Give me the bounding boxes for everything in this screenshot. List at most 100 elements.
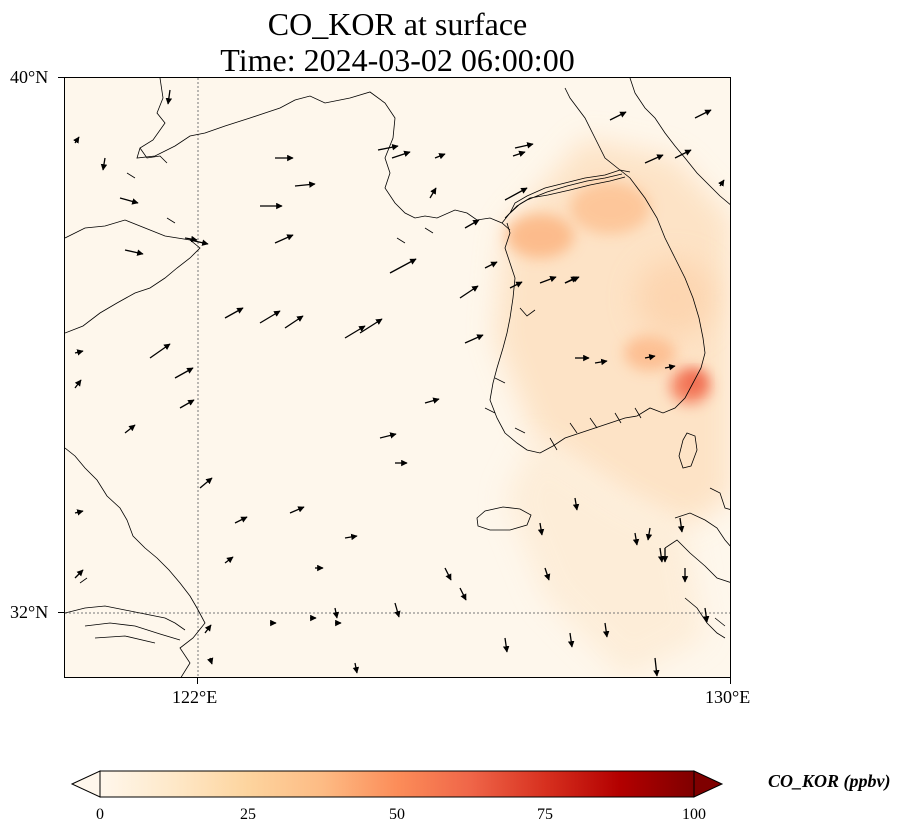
wind-arrow	[564, 276, 578, 284]
wind-arrow	[718, 179, 725, 187]
colorbar-tick-25: 25	[240, 806, 256, 823]
wind-arrow	[73, 136, 80, 144]
wind-arrow	[509, 281, 523, 289]
wind-arrow	[572, 497, 580, 511]
wind-arrow	[352, 662, 360, 674]
wind-arrow	[124, 249, 144, 256]
wind-arrow	[694, 109, 712, 119]
colorbar-gradient	[99, 770, 695, 798]
wind-arrow	[124, 424, 136, 434]
wind-arrow	[653, 657, 660, 677]
wind-arrow	[165, 89, 173, 105]
wind-arrow	[657, 547, 665, 563]
concentration-patch-east	[635, 258, 715, 338]
concentration-patch-busan-core	[685, 372, 705, 390]
colorbar-extend-max	[693, 770, 724, 798]
wind-arrow	[74, 509, 84, 516]
wind-arrow	[394, 602, 401, 618]
wind-arrow	[512, 150, 526, 157]
wind-arrow	[644, 154, 664, 164]
wind-arrow	[429, 187, 437, 199]
lon-label-130: 130°E	[705, 687, 751, 707]
wind-arrow	[344, 533, 358, 541]
co-concentration-field	[495, 138, 730, 677]
wind-arrow	[484, 261, 498, 269]
coastline-shandong	[65, 219, 201, 334]
wind-arrow	[379, 432, 397, 439]
wind-arrow	[537, 522, 545, 536]
wind-arrow	[294, 181, 316, 188]
colorbar-label: CO_KOR (ppbv)	[768, 771, 891, 791]
coastline-korea-east	[629, 78, 730, 205]
wind-arrow	[632, 532, 640, 546]
map-canvas	[65, 78, 730, 677]
wind-arrow	[424, 397, 440, 404]
wind-arrow	[224, 307, 244, 319]
wind-arrow	[677, 517, 685, 533]
coastline-korea-islands	[484, 307, 642, 451]
lon-label-122: 122°E	[172, 687, 218, 707]
wind-arrow	[459, 285, 479, 299]
wind-arrow	[544, 567, 551, 581]
wind-arrow	[289, 506, 305, 514]
wind-arrow	[644, 353, 656, 361]
colorbar-tick-0: 0	[96, 806, 104, 823]
colorbar	[70, 770, 724, 798]
coastline-north-korea-west	[501, 169, 631, 224]
coastline-liaodong	[136, 78, 511, 231]
wind-arrow	[74, 379, 82, 389]
map-title-line2: Time: 2024-03-02 06:00:00	[220, 42, 575, 78]
wind-arrow	[539, 276, 557, 284]
wind-arrow	[100, 157, 108, 171]
wind-arrow	[284, 315, 304, 329]
wind-arrow	[609, 111, 627, 121]
coastline-kyushu	[664, 487, 730, 639]
wind-arrow	[204, 624, 212, 634]
wind-arrow	[602, 622, 610, 638]
coastline-tsushima	[678, 432, 698, 469]
coastline-small-islands	[79, 172, 726, 627]
wind-arrow	[274, 234, 294, 244]
wind-arrow	[119, 197, 139, 205]
wind-arrow	[74, 569, 84, 579]
wind-arrow	[502, 637, 510, 653]
wind-arrow	[74, 349, 84, 356]
wind-arrow	[645, 527, 653, 541]
wind-arrow	[674, 149, 692, 159]
wind-arrow	[389, 258, 417, 274]
wind-arrow	[259, 310, 281, 324]
coastline-jeju	[476, 506, 532, 531]
lat-label-32: 32°N	[10, 602, 49, 622]
wind-arrow	[184, 235, 198, 243]
colorbar-tick-50: 50	[389, 806, 405, 823]
wind-arrow	[332, 607, 340, 619]
wind-arrow	[444, 567, 452, 581]
wind-arrow	[377, 143, 399, 151]
colorbar-tick-75: 75	[537, 806, 553, 823]
wind-arrow	[344, 325, 366, 339]
wind-arrow	[199, 477, 213, 489]
wind-arrow	[567, 632, 575, 648]
wind-arrow	[207, 657, 214, 665]
colorbar-extend-min	[70, 770, 101, 798]
lat-label-40: 40°N	[10, 67, 49, 87]
coastline-china-east	[65, 447, 206, 677]
concentration-patch-central	[624, 335, 676, 371]
coastlines	[65, 78, 730, 677]
wind-arrow	[434, 153, 446, 160]
map-panel	[64, 77, 731, 678]
wind-arrow	[359, 318, 383, 334]
wind-arrow	[234, 516, 248, 524]
wind-arrow	[464, 334, 484, 344]
lon-tick-122	[197, 678, 198, 684]
wind-arrow	[391, 150, 411, 159]
coastline-korea-west	[489, 87, 706, 454]
wind-arrow	[149, 343, 171, 359]
coastline-yangtze	[65, 605, 186, 644]
lat-tick-40	[58, 77, 64, 78]
wind-arrow	[702, 607, 710, 623]
wind-arrow	[174, 367, 194, 379]
wind-arrow	[464, 219, 480, 229]
wind-arrow	[224, 556, 234, 564]
wind-arrow	[504, 187, 528, 201]
